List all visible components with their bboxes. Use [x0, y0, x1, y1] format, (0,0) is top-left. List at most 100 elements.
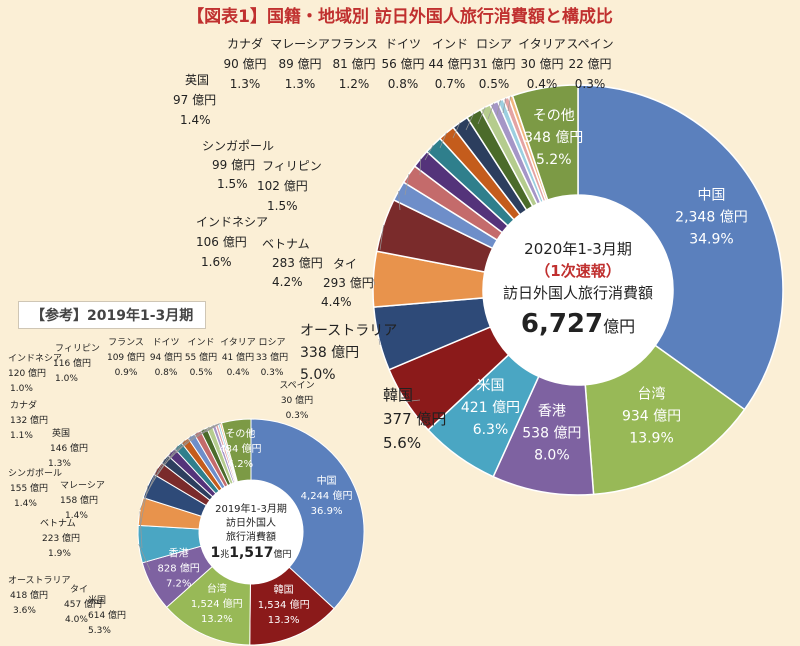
slice-label: 香港 — [538, 404, 566, 420]
slice-value: 155 億円 — [10, 482, 48, 494]
leader-line — [502, 98, 507, 114]
slice-value: 56 億円 — [381, 57, 424, 71]
slice-share: 1.3% — [48, 459, 71, 469]
center-caption: 旅行消費額 — [226, 530, 276, 543]
center-total: 1兆1,517億円 — [210, 545, 291, 561]
slice-value: 1,524 億円 — [191, 597, 243, 610]
donut-hole — [199, 480, 303, 584]
slice-share: 3.6% — [13, 606, 36, 616]
leader-line — [190, 426, 210, 442]
donut-2019: 中国 4,244 億円 36.9% 韓国 1,534 億円 13.3% 台湾 1,524 億円… — [8, 337, 365, 646]
leader-line — [496, 100, 501, 116]
slice-share: 4.2% — [272, 275, 303, 289]
slice-value: 109 億円 — [107, 351, 145, 363]
slice-share: 0.7% — [435, 77, 466, 91]
slice-label: 英国 — [185, 73, 209, 87]
slice-label: マレーシア — [60, 481, 105, 491]
slice-value: 828 億円 — [158, 562, 200, 575]
slice-value: 293 億円 — [323, 276, 374, 290]
leader-line — [379, 224, 384, 251]
slice-share: 0.5% — [479, 77, 510, 91]
leader-line — [372, 278, 376, 286]
slice-share: 4.4% — [321, 295, 352, 309]
slice-label: フランス — [330, 37, 378, 51]
center-period: 2019年1-3月期 — [215, 502, 287, 515]
slice-value: 223 億円 — [42, 532, 80, 544]
slice-value: 146 億円 — [50, 442, 88, 454]
center-period: 2020年1-3月期 — [524, 240, 632, 258]
leader-line — [139, 511, 143, 549]
center-flash-note: （1次速報） — [535, 262, 620, 280]
slice-share: 1.0% — [55, 374, 78, 384]
slice-label: オーストラリア — [8, 575, 71, 586]
slice-label: インド — [432, 37, 468, 51]
slice-value: 97 億円 — [173, 93, 216, 107]
slice-value: 55 億円 — [185, 351, 217, 363]
leader-line — [138, 544, 151, 571]
slice-label: タイ — [70, 584, 88, 595]
slice-label: フランス — [108, 337, 144, 348]
donut-2020: 中国 2,348 億円 34.9% 台湾 934 億円 13.9% 香港 538 億円 8.0%… — [173, 36, 784, 496]
slice-value: 338 億円 — [300, 345, 359, 361]
slice-label: フィリピン — [262, 159, 322, 173]
slice-share: 0.8% — [388, 77, 419, 91]
slice-share: 7.2% — [166, 579, 191, 590]
slice-value: 484 億円 — [219, 442, 261, 455]
leader-line — [168, 435, 192, 461]
slice-share: 0.3% — [261, 368, 284, 378]
leader-line — [404, 173, 410, 196]
slice-label: シンガポール — [8, 468, 62, 479]
slice-share: 1.3% — [230, 77, 261, 91]
leader-line — [507, 96, 511, 112]
slice-value: 90 億円 — [223, 57, 266, 71]
slice-value: 120 億円 — [8, 367, 46, 379]
slice-value: 81 億円 — [332, 57, 375, 71]
leader-line — [487, 102, 495, 120]
slice-value: 99 億円 — [212, 158, 255, 172]
donut-hole — [483, 195, 673, 385]
slice-label: スペイン — [279, 381, 314, 391]
slice-label: その他 — [225, 427, 255, 440]
slice-label: ドイツ — [385, 37, 421, 51]
slice-label: 韓国 — [274, 584, 294, 596]
slice-label: ロシア — [258, 338, 285, 348]
slice-share: 4.2% — [228, 459, 253, 470]
slice-label: 米国 — [88, 594, 106, 606]
leader-line — [424, 144, 434, 161]
slice-value: 89 億円 — [278, 57, 321, 71]
slice-label: ドイツ — [152, 338, 179, 348]
slice-share: 0.9% — [115, 368, 138, 378]
slice-share: 1.5% — [267, 199, 298, 213]
slice-share: 1.3% — [285, 77, 316, 91]
slice-share: 0.3% — [575, 77, 606, 91]
slice-label: 香港 — [169, 548, 189, 560]
slice-label: ベトナム — [262, 237, 310, 251]
slice-value: 94 億円 — [150, 351, 182, 363]
leader-line — [398, 190, 401, 211]
slice-share: 8.0% — [534, 448, 570, 464]
slice-label: 英国 — [52, 427, 70, 439]
slice-value: 2,348 億円 — [675, 209, 748, 225]
slice-share: 0.5% — [190, 368, 213, 378]
slice-share: 13.2% — [201, 614, 233, 625]
slice-label: タイ — [333, 257, 357, 271]
slice-share: 1.4% — [180, 113, 211, 127]
slice-value: 421 億円 — [461, 400, 520, 416]
slice-label: 中国 — [697, 187, 725, 203]
slice-share: 1.4% — [65, 511, 88, 521]
slice-value: 1,534 億円 — [258, 598, 310, 611]
slice-label: フィリピン — [55, 343, 100, 354]
slice-share: 13.3% — [268, 615, 300, 626]
slice-label: マレーシア — [270, 37, 330, 51]
leader-line — [182, 429, 204, 448]
slice-label: 米国 — [476, 378, 504, 394]
slice-label: 韓国 — [383, 386, 413, 404]
leader-line — [477, 107, 486, 125]
leader-line — [161, 440, 186, 469]
slice-value: 116 億円 — [53, 357, 91, 369]
slice-share: 4.0% — [65, 615, 88, 625]
slice-value: 457 億円 — [64, 598, 102, 610]
slice-value: 418 億円 — [10, 589, 48, 601]
slice-value: 106 億円 — [196, 235, 247, 249]
